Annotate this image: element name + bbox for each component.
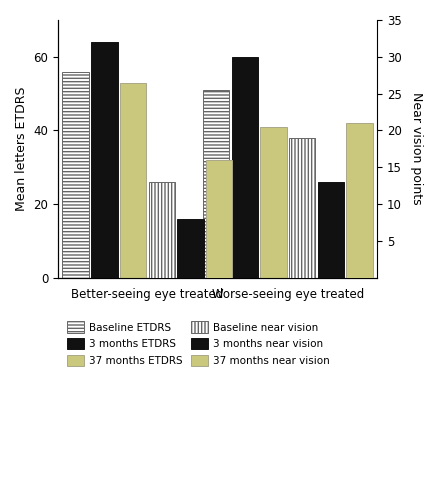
Bar <box>206 160 233 278</box>
Bar <box>177 218 204 278</box>
Bar <box>346 123 373 278</box>
Bar <box>289 138 315 278</box>
Bar <box>260 126 286 278</box>
Y-axis label: Mean letters ETDRS: Mean letters ETDRS <box>15 86 28 211</box>
Bar <box>318 182 344 278</box>
Bar <box>91 42 117 278</box>
Bar <box>203 90 229 278</box>
Y-axis label: Near vision points: Near vision points <box>410 92 423 205</box>
Bar <box>232 57 258 278</box>
Legend: Baseline ETDRS, 3 months ETDRS, 37 months ETDRS, Baseline near vision, 3 months : Baseline ETDRS, 3 months ETDRS, 37 month… <box>67 322 330 366</box>
Bar <box>148 182 175 278</box>
Bar <box>120 82 146 278</box>
Bar <box>63 72 89 278</box>
